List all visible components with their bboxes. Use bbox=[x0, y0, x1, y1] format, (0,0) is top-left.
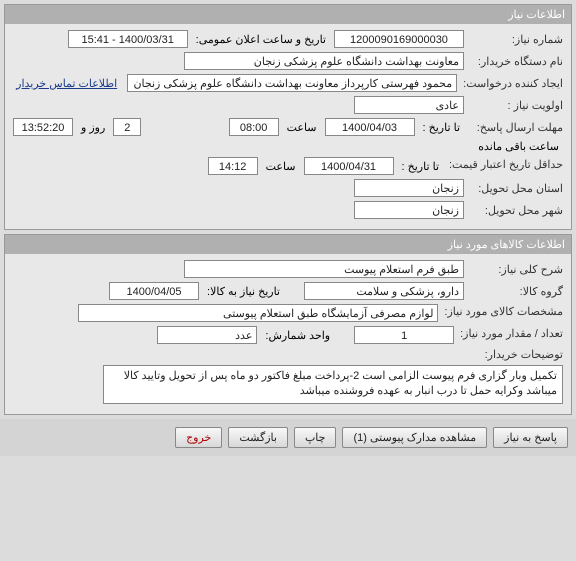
remain-time: 13:52:20 bbox=[13, 118, 73, 136]
creator-value: محمود فهرستی کارپرداز معاونت بهداشت دانش… bbox=[127, 74, 457, 92]
group-value: دارو، پزشکی و سلامت bbox=[304, 282, 464, 300]
notes-value: تکمیل وبار گزاری فرم پیوست الزامی است 2-… bbox=[103, 365, 563, 404]
announce-label: تاریخ و ساعت اعلان عمومی: bbox=[192, 33, 330, 46]
announce-value: 1400/03/31 - 15:41 bbox=[68, 30, 188, 48]
back-button[interactable]: بازگشت bbox=[228, 427, 288, 448]
need-date-value: 1400/04/05 bbox=[109, 282, 199, 300]
attachments-button[interactable]: مشاهده مدارک پیوستی (1) bbox=[342, 427, 487, 448]
panel-need-info: اطلاعات نیاز شماره نیاز: 120009016900003… bbox=[4, 4, 572, 230]
time-label-1: ساعت bbox=[283, 121, 321, 134]
validity-to-label: تا تاریخ : bbox=[398, 160, 443, 173]
exit-button[interactable]: خروج bbox=[175, 427, 222, 448]
request-no-label: شماره نیاز: bbox=[468, 33, 563, 46]
city-label: شهر محل تحویل: bbox=[468, 204, 563, 217]
qty-value: 1 bbox=[354, 326, 454, 344]
org-label: نام دستگاه خریدار: bbox=[468, 55, 563, 68]
org-value: معاونت بهداشت دانشگاه علوم پزشکی زنجان bbox=[184, 52, 464, 70]
creator-label: ایجاد کننده درخواست: bbox=[461, 77, 563, 90]
to-date-label: تا تاریخ : bbox=[419, 121, 464, 134]
button-bar: پاسخ به نیاز مشاهده مدارک پیوستی (1) چاپ… bbox=[0, 419, 576, 456]
panel-need-info-body: شماره نیاز: 1200090169000030 تاریخ و ساع… bbox=[5, 24, 571, 229]
panel-goods-info: اطلاعات کالاهای مورد نیاز شرح کلی نیاز: … bbox=[4, 234, 572, 415]
group-label: گروه کالا: bbox=[468, 285, 563, 298]
spec-value: لوازم مصرفی آزمایشگاه طبق استعلام پیوستی bbox=[78, 304, 438, 322]
priority-label: اولویت نیاز : bbox=[468, 99, 563, 112]
print-button[interactable]: چاپ bbox=[294, 427, 337, 448]
days-and-label: روز و bbox=[77, 121, 109, 134]
remain-label: ساعت باقی مانده bbox=[474, 140, 563, 153]
qty-label: تعداد / مقدار مورد نیاز: bbox=[458, 328, 563, 341]
validity-date: 1400/04/31 bbox=[304, 157, 394, 175]
province-label: استان محل تحویل: bbox=[468, 182, 563, 195]
deadline-time: 08:00 bbox=[229, 118, 279, 136]
general-desc-value: طبق فرم استعلام پیوست bbox=[184, 260, 464, 278]
spec-label: مشخصات کالای مورد نیاز: bbox=[442, 306, 563, 319]
unit-value: عدد bbox=[157, 326, 257, 344]
panel-goods-info-header: اطلاعات کالاهای مورد نیاز bbox=[5, 235, 571, 254]
city-value: زنجان bbox=[354, 201, 464, 219]
notes-label: توضیحات خریدار: bbox=[468, 348, 563, 361]
time-label-2: ساعت bbox=[262, 160, 300, 173]
priority-value: عادی bbox=[354, 96, 464, 114]
validity-time: 14:12 bbox=[208, 157, 258, 175]
validity-label: حداقل تاریخ اعتبار قیمت: bbox=[447, 159, 563, 172]
need-date-label: تاریخ نیاز به کالا: bbox=[203, 285, 300, 298]
remain-days: 2 bbox=[113, 118, 141, 136]
request-no-value: 1200090169000030 bbox=[334, 30, 464, 48]
panel-need-info-header: اطلاعات نیاز bbox=[5, 5, 571, 24]
deadline-date: 1400/04/03 bbox=[325, 118, 415, 136]
unit-label: واحد شمارش: bbox=[261, 329, 350, 342]
panel-goods-info-body: شرح کلی نیاز: طبق فرم استعلام پیوست گروه… bbox=[5, 254, 571, 414]
province-value: زنجان bbox=[354, 179, 464, 197]
general-desc-label: شرح کلی نیاز: bbox=[468, 263, 563, 276]
contact-link[interactable]: اطلاعات تماس خریدار bbox=[16, 77, 117, 90]
respond-button[interactable]: پاسخ به نیاز bbox=[493, 427, 568, 448]
deadline-label: مهلت ارسال پاسخ: bbox=[468, 121, 563, 134]
